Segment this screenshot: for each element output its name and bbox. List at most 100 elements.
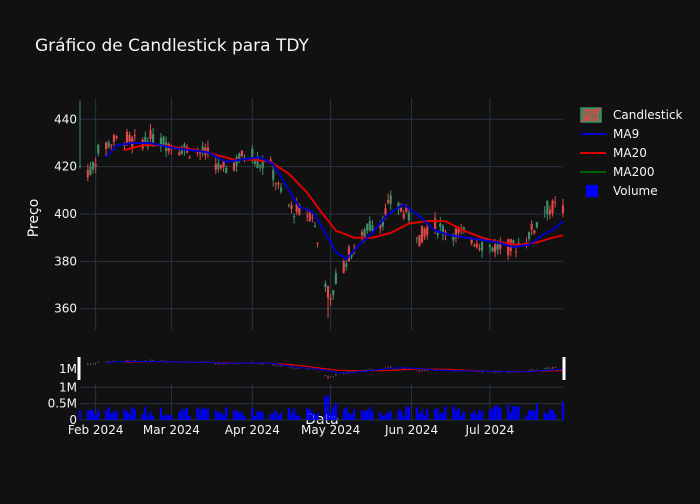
candle-body (491, 247, 494, 252)
volume-bar (146, 415, 149, 420)
volume-bar (527, 410, 531, 420)
candle-body (152, 134, 155, 146)
volume-bar (460, 415, 463, 420)
candle-body (384, 208, 387, 215)
candle-body (420, 225, 424, 243)
volume-bar (238, 412, 241, 420)
candle-body (180, 148, 183, 155)
volume-bar (525, 415, 528, 420)
candle-body (436, 233, 439, 236)
candle-body (517, 242, 520, 244)
navigator-tick-label: 1M (59, 362, 77, 376)
volume-bar (256, 411, 259, 420)
range-slider-handle[interactable] (77, 357, 81, 380)
volume-bar (457, 408, 460, 420)
candle-body (360, 231, 364, 236)
ma20-line (124, 144, 564, 246)
candle-body (441, 226, 445, 235)
candle-body (298, 205, 301, 215)
legend-label: MA20 (613, 146, 647, 160)
candle-body (457, 228, 460, 233)
candle-body (527, 232, 531, 240)
candle-body (144, 136, 147, 142)
volume-bar (201, 407, 204, 420)
volume-bar (159, 407, 163, 420)
volume-bar (407, 407, 411, 420)
chart-title: Gráfico de Candlestick para TDY (35, 36, 310, 56)
candle-body (439, 223, 442, 227)
volume-bar (149, 411, 152, 420)
volume-bar (512, 406, 515, 420)
volume-bar (452, 405, 455, 420)
x-tick-label: Mar 2024 (143, 423, 200, 437)
price-tick-label: 360 (54, 302, 77, 316)
candle-body (347, 246, 351, 262)
candle-body (290, 205, 293, 209)
candle-body (115, 136, 118, 139)
volume-bar (533, 410, 536, 420)
candle-body (509, 239, 512, 252)
volume-bar (381, 415, 384, 420)
candle-body (342, 261, 345, 273)
volume-bar (295, 415, 298, 420)
volume-bar (360, 410, 364, 420)
candle-body (274, 183, 277, 185)
range-slider-handle[interactable] (562, 357, 566, 380)
candle-body (279, 187, 283, 192)
volume-bar (235, 410, 238, 420)
candle-body (91, 162, 95, 170)
volume-bar (306, 408, 309, 420)
volume-bar (423, 415, 426, 420)
candle-body (507, 239, 510, 256)
volume-bar (386, 412, 390, 420)
candle-body (488, 244, 491, 248)
volume-bar (462, 411, 465, 420)
price-tick-label: 420 (54, 160, 77, 174)
volume-bar (272, 413, 275, 420)
volume-bar (517, 406, 520, 420)
candle-body (232, 162, 236, 171)
volume-bar (350, 413, 353, 420)
candle-body (97, 144, 100, 154)
volume-bars (78, 394, 565, 420)
legend: Candlestick MA9 MA20 MA200 Volume (580, 107, 683, 198)
candle-body (561, 205, 565, 213)
volume-bar (219, 412, 223, 420)
candle-body (259, 165, 262, 167)
candle-body (345, 263, 348, 267)
volume-bar (125, 411, 129, 420)
volume-bar (324, 396, 327, 420)
volume-bar (402, 415, 405, 420)
candle-body (125, 131, 129, 143)
volume-bar (217, 412, 220, 420)
volume-bar (243, 416, 246, 420)
candle-body (306, 215, 309, 217)
volume-bar (441, 412, 445, 420)
volume-bar (371, 411, 374, 420)
volume-bar (167, 415, 170, 420)
candle-body (222, 161, 225, 168)
volume-bar (347, 413, 351, 420)
candle-body (402, 213, 405, 219)
volume-bar (353, 409, 356, 420)
candle-body (514, 251, 518, 253)
range-slider[interactable]: 1M (59, 357, 566, 380)
candle-body (107, 142, 110, 148)
x-tick-label: May 2024 (301, 423, 360, 437)
volume-bar (225, 407, 228, 420)
volume-axis: 0 0.5M 1M (48, 380, 77, 427)
volume-bar (439, 413, 442, 420)
x-tick-label: Feb 2024 (68, 423, 124, 437)
volume-bar (496, 405, 499, 420)
candle-body (389, 195, 392, 205)
candle-body (329, 298, 332, 300)
candle-body (188, 156, 191, 158)
volume-bar (269, 414, 272, 420)
candle-body (206, 147, 210, 154)
volume-bar (543, 412, 546, 420)
volume-bar (214, 410, 217, 420)
price-axis: 360 380 400 420 440 (54, 112, 77, 315)
volume-bar (313, 414, 317, 420)
volume-tick-label: 1M (59, 380, 77, 394)
candle-body (426, 227, 429, 235)
